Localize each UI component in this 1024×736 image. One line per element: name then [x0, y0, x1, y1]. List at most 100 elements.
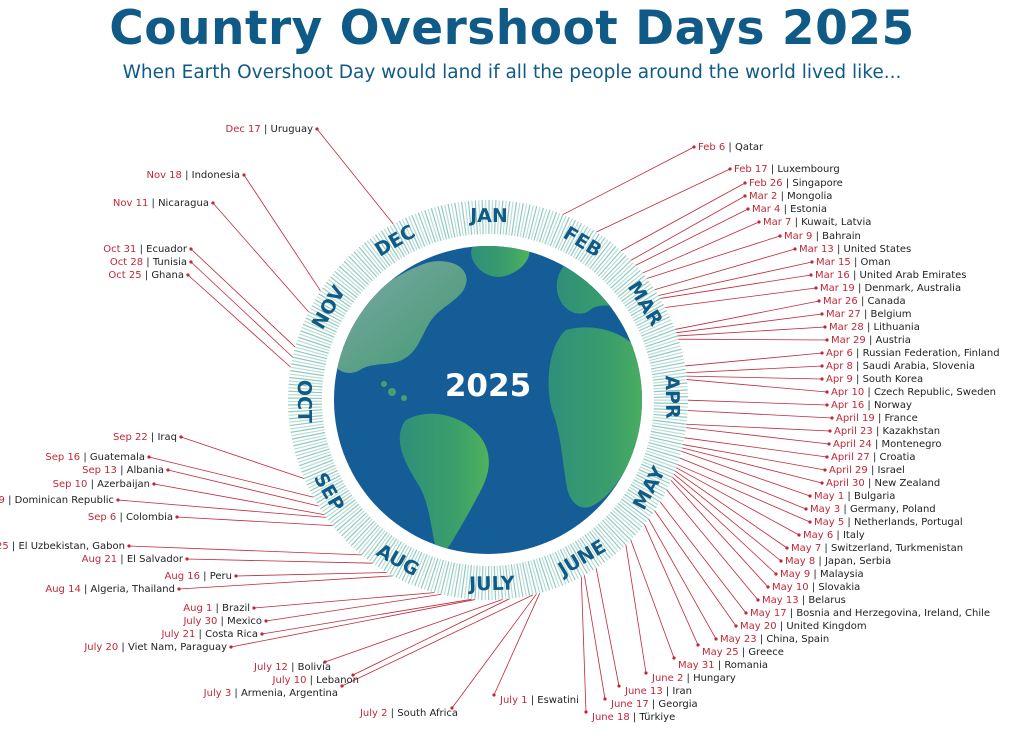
- leader-line: [235, 572, 387, 577]
- leader-line: [595, 568, 620, 687]
- entry-separator: |: [809, 582, 819, 593]
- tick-mark: [651, 365, 686, 373]
- tick-mark: [652, 419, 687, 425]
- tick-mark: [363, 242, 386, 270]
- tick-mark: [554, 217, 570, 249]
- tick-mark: [653, 382, 688, 387]
- entry-countries: Mexico: [227, 616, 262, 627]
- entry-countries: South Korea: [863, 374, 924, 385]
- tick-mark: [575, 229, 595, 260]
- tick-mark: [389, 544, 408, 575]
- entry-date: May 17: [750, 608, 787, 619]
- tick-mark: [386, 542, 405, 573]
- entry-date: May 23: [720, 634, 757, 645]
- overshoot-entry: May 9 | Malaysia: [780, 569, 864, 580]
- tick-mark: [522, 204, 531, 238]
- tick-mark: [638, 468, 670, 485]
- tick-mark: [392, 545, 410, 577]
- tick-mark: [513, 563, 521, 598]
- entry-countries: Bulgaria: [854, 491, 895, 502]
- entry-separator: |: [844, 517, 854, 528]
- tick-mark: [653, 378, 688, 384]
- tick-mark: [653, 396, 688, 398]
- leader-dot: [785, 546, 789, 550]
- entry-separator: |: [217, 616, 227, 627]
- overshoot-entry: Apr 16 | Norway: [831, 400, 912, 411]
- tick-mark: [602, 254, 627, 281]
- leader-line: [352, 598, 510, 676]
- tick-mark: [650, 433, 684, 442]
- entry-countries: Lebanon: [316, 675, 359, 686]
- tick-mark: [502, 565, 507, 600]
- month-label: JULY: [467, 572, 515, 595]
- leader-dot: [774, 572, 778, 576]
- tick-mark: [525, 205, 534, 239]
- entry-date: Aug 21: [82, 554, 117, 565]
- entry-countries: Montenegro: [882, 439, 942, 450]
- entry-countries: El Salvador: [127, 554, 184, 565]
- tick-mark: [584, 534, 606, 563]
- entry-date: May 9: [780, 569, 810, 580]
- leader-line: [646, 235, 781, 279]
- tick-mark: [288, 387, 323, 391]
- entry-countries: Belgium: [871, 309, 912, 320]
- tick-mark: [348, 255, 373, 282]
- entry-separator: |: [212, 603, 222, 614]
- entry-separator: |: [143, 257, 153, 268]
- overshoot-entry: Aug 21 | El Salvador: [82, 554, 184, 565]
- tick-mark: [572, 228, 592, 258]
- tick-mark: [288, 383, 323, 388]
- entry-date: Feb 26: [749, 178, 783, 189]
- tick-mark: [511, 201, 518, 236]
- entry-date: May 3: [810, 504, 840, 515]
- entry-separator: |: [288, 662, 298, 673]
- leader-dot: [743, 194, 747, 198]
- tick-mark: [296, 448, 330, 460]
- entry-countries: Denmark, Australia: [865, 283, 962, 294]
- leader-dot: [820, 351, 824, 355]
- tick-mark: [292, 356, 326, 365]
- tick-mark: [633, 303, 664, 322]
- tick-mark: [574, 540, 594, 571]
- leader-line: [117, 499, 327, 518]
- entry-date: Mar 2: [749, 191, 777, 202]
- entry-countries: Mongolia: [787, 191, 832, 202]
- entry-countries: Italy: [843, 530, 865, 541]
- tick-mark: [653, 410, 688, 415]
- tick-mark: [323, 494, 353, 516]
- entry-separator: |: [142, 270, 152, 281]
- leader-dot: [779, 559, 783, 563]
- entry-date: July 2: [359, 708, 388, 719]
- tick-mark: [631, 481, 663, 500]
- leader-line: [674, 470, 788, 549]
- leader-dot: [234, 574, 238, 578]
- tick-mark: [350, 253, 376, 280]
- tick-mark: [301, 459, 334, 473]
- entry-date: Apr 9: [826, 374, 853, 385]
- tick-mark: [318, 293, 348, 313]
- tick-mark: [291, 429, 325, 437]
- overshoot-entry: Apr 6 | Russian Federation, Finland: [826, 348, 1000, 359]
- tick-mark: [651, 428, 686, 436]
- tick-mark: [420, 211, 434, 244]
- tick-mark: [648, 441, 682, 452]
- leader-line: [686, 379, 828, 393]
- tick-mark: [338, 510, 365, 534]
- tick-mark: [530, 560, 541, 594]
- entry-countries: France: [885, 413, 918, 424]
- tick-mark: [591, 529, 614, 557]
- entry-countries: Romania: [724, 660, 768, 671]
- entry-countries: Oman: [861, 257, 891, 268]
- tick-mark: [471, 200, 476, 235]
- tick-mark: [288, 406, 323, 410]
- leader-dot: [820, 481, 824, 485]
- leader-line: [324, 599, 503, 663]
- tick-mark: [645, 450, 679, 462]
- overshoot-entry: April 24 | Montenegro: [833, 439, 942, 450]
- entry-separator: |: [858, 296, 868, 307]
- entry-countries: Canada: [868, 296, 906, 307]
- leader-line: [316, 128, 394, 225]
- tick-mark: [316, 485, 347, 504]
- leader-line: [682, 444, 826, 471]
